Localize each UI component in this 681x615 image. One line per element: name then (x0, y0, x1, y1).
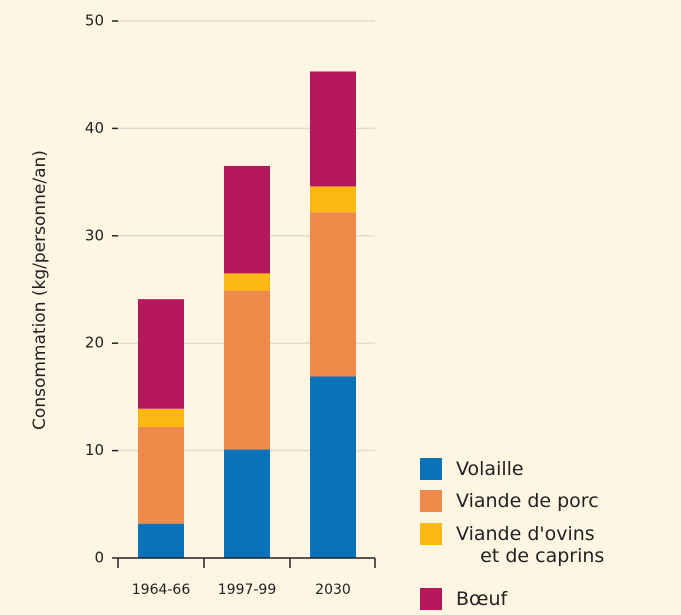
bar-segment (224, 449, 270, 558)
y-tick-label: 10 (85, 441, 104, 459)
legend-label: Volaille (456, 458, 524, 480)
bar-segment (310, 376, 356, 558)
legend-swatch (420, 588, 442, 610)
bar-segment (138, 299, 184, 409)
x-tick-label: 1964-66 (132, 582, 191, 598)
legend-item: Viande de porc (420, 490, 599, 512)
legend-swatch (420, 523, 442, 545)
legend-label: Viande d'ovins et de caprins (456, 523, 605, 567)
bar-segment (224, 290, 270, 450)
legend-swatch (420, 458, 442, 480)
bar-segment (138, 408, 184, 427)
legend-item: Volaille (420, 458, 524, 480)
legend-label: Bœuf (456, 588, 508, 610)
bar-segment (138, 523, 184, 558)
y-tick-label: 20 (85, 334, 104, 352)
y-tick-label: 0 (94, 549, 104, 567)
legend-swatch (420, 490, 442, 512)
y-tick-label: 50 (85, 12, 104, 30)
legend-item: Viande d'ovins et de caprins (420, 523, 604, 567)
bar-segment (224, 273, 270, 291)
legend-label: Viande de porc (456, 490, 599, 512)
legend-item: Bœuf (420, 588, 507, 610)
bar-segment (224, 165, 270, 274)
x-tick-label: 2030 (315, 582, 351, 598)
bar-segment (310, 186, 356, 213)
y-tick-label: 30 (85, 226, 104, 244)
bar-segment (138, 426, 184, 524)
y-axis-label: Consommation (kg/personne/an) (30, 150, 50, 430)
bar-segment (310, 212, 356, 377)
bar-segment (310, 71, 356, 187)
x-tick-label: 1997-99 (218, 582, 277, 598)
y-tick-label: 40 (85, 119, 104, 137)
